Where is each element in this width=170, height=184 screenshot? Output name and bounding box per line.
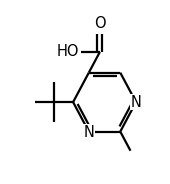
- Text: N: N: [83, 125, 94, 140]
- Text: N: N: [131, 95, 141, 110]
- Text: HO: HO: [57, 44, 80, 59]
- Text: O: O: [94, 16, 106, 31]
